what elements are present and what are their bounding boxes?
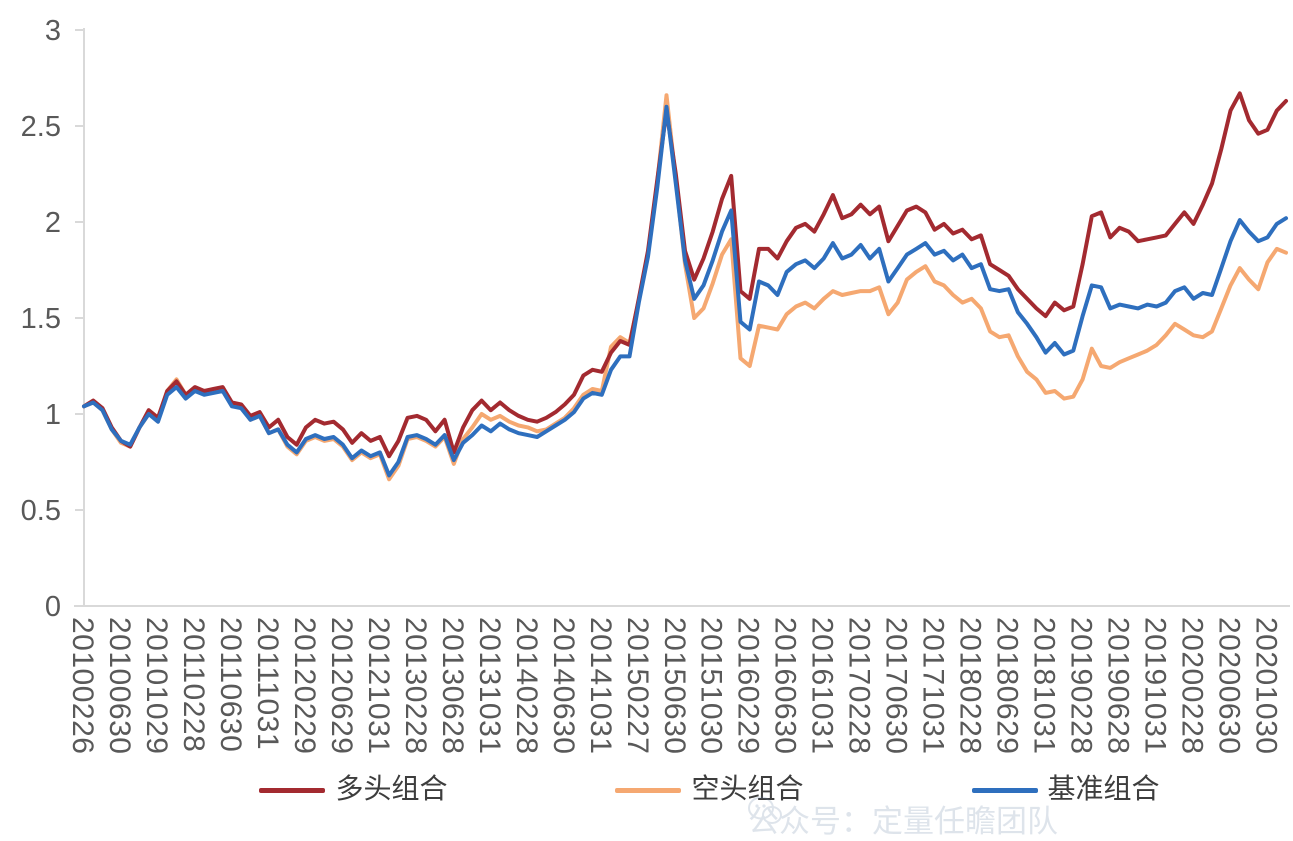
x-tick-label: 20111031 (251, 617, 284, 750)
benchmark-line-swatch (971, 787, 1038, 793)
x-tick-label: 20110228 (177, 617, 210, 752)
watermark-text: 公众号：定量任瞻团队 (748, 804, 1058, 839)
x-tick-label: 20170228 (843, 617, 876, 754)
x-tick-label: 20120229 (288, 617, 321, 754)
x-tick-label: 20140630 (547, 617, 580, 754)
x-tick-label: 20200228 (1176, 617, 1209, 754)
x-tick-label: 20100226 (66, 617, 99, 754)
x-tick-label: 20150630 (658, 617, 691, 754)
y-tick-label: 2 (45, 207, 61, 239)
x-tick-label: 20200630 (1213, 617, 1246, 754)
y-tick-label: 0 (45, 591, 61, 623)
legend-label-short-portfolio: 空头组合 (691, 774, 804, 805)
x-tick-label: 20100630 (103, 617, 136, 754)
x-tick-label: 20130228 (399, 617, 432, 754)
y-tick-label: 3 (45, 15, 61, 47)
legend-item-short-portfolio: 空头组合 (615, 774, 804, 805)
legend-label-benchmark-portfolio: 基准组合 (1047, 774, 1160, 805)
long-portfolio-line-swatch (259, 787, 326, 793)
x-tick-label: 20101029 (140, 617, 173, 754)
y-tick-label: 1 (45, 399, 61, 431)
wechat-icon (748, 796, 782, 824)
x-tick-label: 20180228 (954, 617, 987, 754)
x-tick-label: 20130628 (436, 617, 469, 754)
watermark: 公众号：定量任瞻团队 (748, 796, 1058, 841)
x-tick-label: 20160229 (732, 617, 765, 754)
x-tick-label: 20140228 (510, 617, 543, 754)
y-tick-label: 2.5 (21, 111, 61, 143)
legend-label-long-portfolio: 多头组合 (335, 774, 448, 805)
x-tick-label: 20180629 (991, 617, 1024, 754)
y-tick-label: 0.5 (21, 495, 61, 527)
legend-item-benchmark-portfolio: 基准组合 (971, 774, 1160, 805)
x-tick-label: 20110630 (214, 617, 247, 752)
x-tick-label: 20160630 (769, 617, 802, 754)
x-tick-label: 20201030 (1250, 617, 1283, 754)
x-tick-label: 20190628 (1102, 617, 1135, 754)
x-tick-label: 20151030 (695, 617, 728, 754)
x-tick-label: 20161031 (806, 617, 839, 754)
x-tick-label: 20150227 (621, 617, 654, 754)
x-tick-label: 20131031 (473, 617, 506, 754)
x-tick-label: 20120629 (325, 617, 358, 754)
x-tick-label: 20190228 (1065, 617, 1098, 754)
benchmark-line (82, 104, 1288, 478)
x-tick-label: 20121031 (362, 617, 395, 754)
x-tick-label: 20170630 (880, 617, 913, 754)
short-portfolio-line-swatch (615, 787, 682, 793)
y-tick-label: 1.5 (21, 303, 61, 335)
legend-item-long-portfolio: 多头组合 (259, 776, 447, 804)
chart-legend: 多头组合 空头组合 基准组合 (63, 776, 1293, 804)
x-tick-label: 20141031 (584, 617, 617, 754)
x-tick-label: 20171031 (917, 617, 950, 754)
x-tick-label: 20181031 (1028, 617, 1061, 754)
x-tick-label: 20191031 (1139, 617, 1172, 754)
